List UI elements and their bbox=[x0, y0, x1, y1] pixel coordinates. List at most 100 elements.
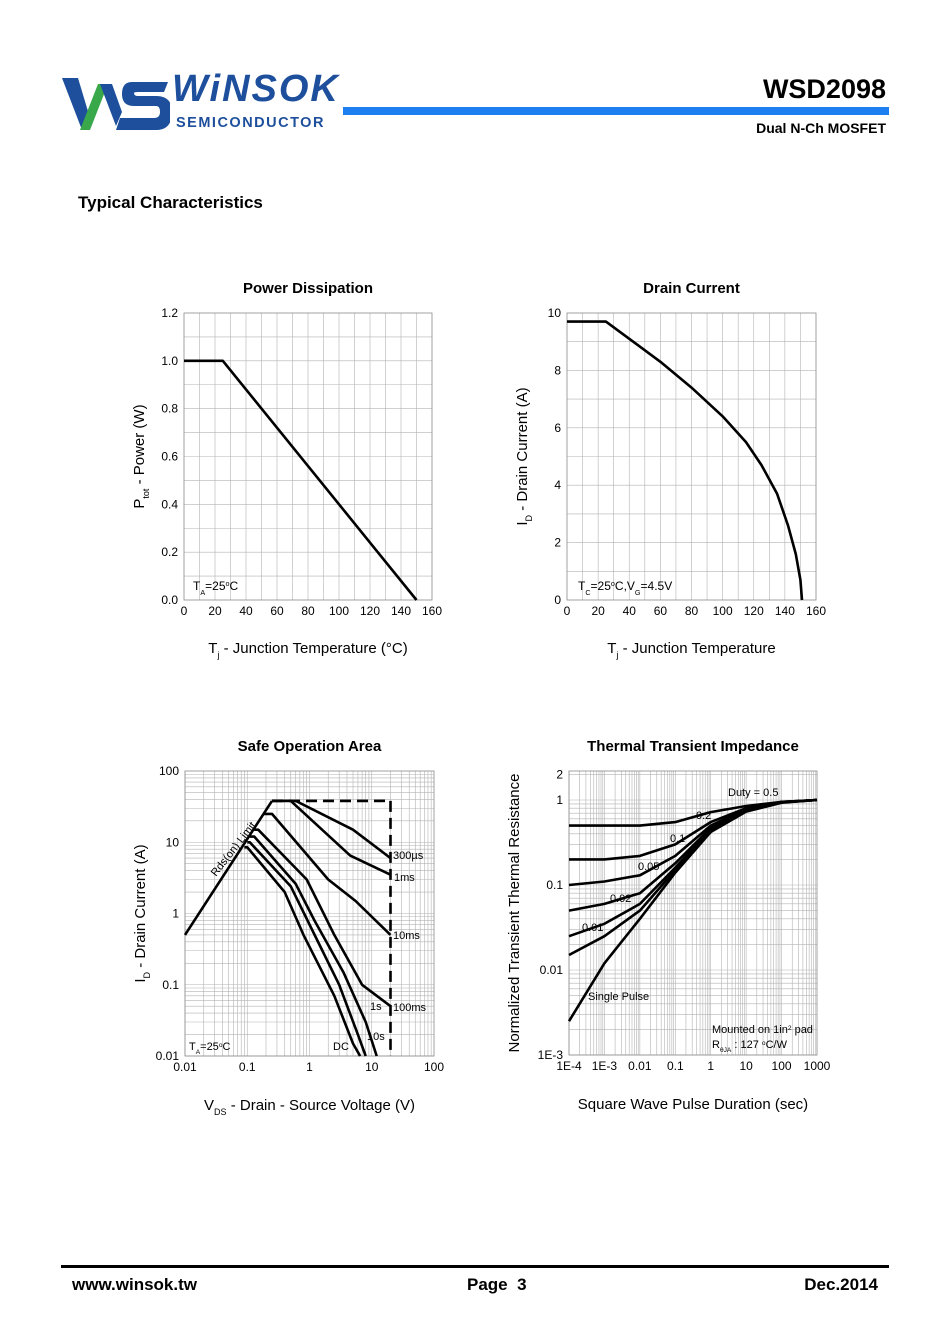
logo-wordmark: WiNSOK bbox=[172, 68, 340, 110]
label-300us: 300µs bbox=[393, 850, 424, 862]
series-line-10s bbox=[247, 840, 367, 1057]
y-tick-label: 0.2 bbox=[161, 545, 178, 559]
x-tick-label: 120 bbox=[744, 604, 764, 618]
x-tick-label: 100 bbox=[713, 604, 733, 618]
grid bbox=[184, 313, 432, 600]
x-tick-label: 1 bbox=[707, 1059, 714, 1073]
y-tick-label: 8 bbox=[554, 363, 561, 377]
annotation-duty: Duty = 0.5 bbox=[728, 787, 778, 799]
label-1ms: 1ms bbox=[394, 872, 415, 884]
x-tick-label: 0.1 bbox=[239, 1060, 256, 1074]
footer-website: www.winsok.tw bbox=[72, 1275, 197, 1294]
x-tick-label: 140 bbox=[391, 604, 411, 618]
y-tick-label: 1.2 bbox=[161, 306, 178, 320]
chart-0: Power Dissipation 0 20 40 60 80 100 120 140 160 0.… bbox=[131, 280, 442, 660]
series-group bbox=[567, 320, 804, 601]
annotation-mounted: Mounted on 1in2 pad bbox=[712, 1024, 813, 1036]
part-number: WSD2098 bbox=[762, 74, 886, 104]
y-tick-label: 100 bbox=[159, 764, 179, 778]
series-line-single-pulse bbox=[567, 798, 818, 1022]
plot-frame bbox=[184, 770, 435, 1057]
x-tick-label: 60 bbox=[654, 604, 668, 618]
y-tick-label: 10 bbox=[548, 306, 562, 320]
x-tick-label: 1E-4 bbox=[556, 1059, 582, 1073]
series-line-100ms bbox=[254, 828, 392, 1008]
y-tick-label: 0.8 bbox=[161, 402, 178, 416]
y-tick-label: 10 bbox=[166, 835, 180, 849]
x-tick-label: 60 bbox=[270, 604, 284, 618]
footer-date: Dec.2014 bbox=[804, 1275, 878, 1294]
y-tick-label: 0.1 bbox=[162, 978, 179, 992]
logo-mark-icon bbox=[62, 78, 170, 130]
label-dc: DC bbox=[333, 1041, 349, 1053]
y-tick-label: 0.1 bbox=[546, 878, 563, 892]
label-duty-0-01: 0.01 bbox=[582, 922, 603, 934]
y-axis-label: Normalized Transient Thermal Resistance bbox=[506, 773, 523, 1052]
label-duty-0-2: 0.2 bbox=[696, 810, 711, 822]
x-tick-label: 80 bbox=[301, 604, 315, 618]
annotation-ta-soa: TA=25oC bbox=[189, 1041, 230, 1056]
x-tick-label: 100 bbox=[772, 1059, 792, 1073]
x-tick-label: 80 bbox=[685, 604, 699, 618]
x-tick-label: 40 bbox=[239, 604, 253, 618]
plot-frame bbox=[183, 312, 433, 601]
x-tick-label: 20 bbox=[591, 604, 605, 618]
chart-title: Drain Current bbox=[643, 280, 740, 297]
chart-title: Safe Operation Area bbox=[238, 738, 382, 755]
series-group bbox=[567, 798, 818, 1022]
y-tick-label: 0.01 bbox=[540, 963, 564, 977]
header-accent-bar bbox=[343, 107, 889, 115]
label-duty-0-1: 0.1 bbox=[670, 833, 685, 845]
x-tick-label: 40 bbox=[623, 604, 637, 618]
y-tick-label: 1E-3 bbox=[538, 1048, 564, 1062]
grid bbox=[567, 313, 816, 600]
y-tick-label: 0.01 bbox=[156, 1049, 180, 1063]
x-tick-label: 0.01 bbox=[628, 1059, 652, 1073]
series-line-1ms bbox=[272, 799, 392, 876]
chart-title: Thermal Transient Impedance bbox=[587, 738, 799, 755]
y-tick-label: 2 bbox=[554, 536, 561, 550]
chart-1: Drain Current 0 20 40 60 80 100 120 140 160 0 2 4 6 8 1… bbox=[514, 280, 826, 660]
label-10s: 10s bbox=[367, 1031, 385, 1043]
grid bbox=[568, 771, 817, 1056]
label-single-pulse: Single Pulse bbox=[588, 991, 649, 1003]
y-tick-label: 0 bbox=[554, 593, 561, 607]
x-tick-label: 10 bbox=[739, 1059, 753, 1073]
y-tick-label: 1.0 bbox=[161, 354, 178, 368]
x-axis-label: Square Wave Pulse Duration (sec) bbox=[578, 1096, 808, 1113]
x-tick-label: 140 bbox=[775, 604, 795, 618]
x-tick-label: 20 bbox=[208, 604, 222, 618]
x-tick-label: 120 bbox=[360, 604, 380, 618]
x-tick-label: 100 bbox=[424, 1060, 444, 1074]
grid bbox=[184, 771, 434, 1057]
series-group bbox=[184, 359, 418, 601]
footer-rule bbox=[61, 1265, 889, 1268]
device-subtitle: Dual N-Ch MOSFET bbox=[756, 120, 886, 136]
x-tick-label: 160 bbox=[422, 604, 442, 618]
y-tick-label: 1 bbox=[172, 907, 179, 921]
chart-2: Safe Operation Area 0.01 0.1 1 10 100 0.01 0.1 1… bbox=[132, 738, 444, 1117]
x-tick-label: 0.1 bbox=[667, 1059, 684, 1073]
company-logo: WiNSOK SEMICONDUCTOR bbox=[60, 68, 345, 140]
y-tick-label: 0.4 bbox=[161, 497, 178, 511]
annotation-tc-vg: TC=25oC,VG=4.5V bbox=[578, 579, 672, 597]
x-tick-label: 0.01 bbox=[173, 1060, 197, 1074]
footer-page: Page 3 bbox=[467, 1275, 527, 1294]
x-tick-label: 0 bbox=[564, 604, 571, 618]
x-tick-label: 1000 bbox=[804, 1059, 831, 1073]
annotation-rthja: RθJA : 127 oC/W bbox=[712, 1039, 788, 1054]
label-duty-0-05: 0.05 bbox=[638, 861, 659, 873]
x-axis-label: Tj - Junction Temperature bbox=[607, 640, 775, 660]
x-tick-label: 160 bbox=[806, 604, 826, 618]
label-duty-0-02: 0.02 bbox=[610, 893, 631, 905]
x-tick-label: 10 bbox=[365, 1060, 379, 1074]
chart-3: Thermal Transient Impedance 1E-4 1E-3 0.01 0… bbox=[506, 738, 831, 1113]
series-line-rds-on-limit bbox=[183, 800, 274, 936]
x-tick-label: 100 bbox=[329, 604, 349, 618]
chart-title: Power Dissipation bbox=[243, 280, 373, 297]
annotation-ta: TA=25oC bbox=[193, 579, 239, 597]
series-line-1s bbox=[249, 835, 378, 1057]
series-line-dc bbox=[244, 845, 362, 1057]
y-axis-label: ID - Drain Current (A) bbox=[514, 387, 534, 525]
label-10ms: 10ms bbox=[393, 930, 420, 942]
